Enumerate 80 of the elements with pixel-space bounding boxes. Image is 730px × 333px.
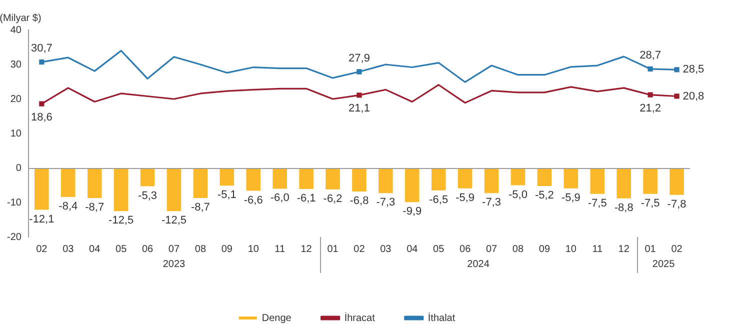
point bbox=[674, 67, 680, 72]
x-tick-label: 02 bbox=[671, 244, 683, 255]
data-label: 21,2 bbox=[640, 102, 662, 114]
data-label: -6,0 bbox=[270, 192, 290, 204]
x-tick-label: 08 bbox=[512, 244, 524, 255]
data-label: 28,7 bbox=[640, 50, 662, 62]
data-label: -12,5 bbox=[161, 214, 187, 227]
x-tick-label: 05 bbox=[116, 244, 128, 255]
data-label: -12,5 bbox=[108, 214, 134, 227]
x-tick-label: 06 bbox=[142, 244, 154, 255]
data-label: -7,5 bbox=[640, 197, 660, 210]
data-label: -12,1 bbox=[29, 213, 54, 226]
y-tick-label: 0 bbox=[16, 162, 22, 174]
data-label: -6,2 bbox=[323, 192, 342, 205]
data-label: 27,9 bbox=[348, 52, 370, 64]
data-label: -5,1 bbox=[217, 189, 236, 202]
point bbox=[674, 94, 680, 99]
x-tick-label: 10 bbox=[248, 244, 260, 255]
data-label: 21,1 bbox=[348, 102, 370, 115]
text: 2025 bbox=[652, 258, 676, 270]
x-tick-label: 04 bbox=[406, 244, 418, 255]
x-tick-label: 12 bbox=[618, 244, 630, 255]
data-label: -5,9 bbox=[456, 192, 475, 204]
data-label: -8,8 bbox=[614, 202, 634, 214]
data-label: 18,6 bbox=[30, 111, 52, 124]
y-tick-label: 10 bbox=[10, 128, 22, 140]
data-label: -8,4 bbox=[58, 200, 78, 213]
x-tick-label: 10 bbox=[565, 244, 577, 255]
data-label: 28,5 bbox=[682, 64, 704, 76]
x-tick-label: 12 bbox=[300, 244, 312, 255]
legend-label: Denge bbox=[262, 312, 292, 324]
data-label: -6,8 bbox=[350, 194, 369, 207]
data-label: -5,0 bbox=[508, 188, 528, 201]
data-label: -6,6 bbox=[244, 194, 263, 206]
x-tick-label: 09 bbox=[221, 244, 233, 255]
y-tick-label: -10 bbox=[7, 197, 22, 208]
data-label: -6,1 bbox=[296, 192, 316, 205]
y-axis-title: (Milyar $) bbox=[0, 12, 42, 24]
data-label: -7,3 bbox=[376, 196, 396, 209]
data-label: -7,8 bbox=[667, 198, 686, 210]
point bbox=[356, 69, 362, 74]
y-tick-label: 40 bbox=[10, 24, 22, 36]
point bbox=[648, 66, 653, 72]
y-tick-label: 30 bbox=[10, 59, 22, 70]
point bbox=[39, 60, 44, 65]
x-tick-label: 04 bbox=[89, 244, 101, 255]
data-label: 30,7 bbox=[30, 42, 52, 55]
data-label: -7,3 bbox=[482, 196, 502, 209]
x-tick-label: 07 bbox=[168, 244, 180, 255]
point bbox=[39, 101, 44, 106]
x-tick-label: 02 bbox=[354, 244, 366, 255]
data-label: -7,5 bbox=[588, 197, 607, 210]
x-tick-label: 06 bbox=[460, 244, 472, 255]
y-tick-label: 20 bbox=[10, 94, 22, 105]
data-label: -5,3 bbox=[138, 190, 158, 202]
text: 2023 bbox=[162, 258, 186, 270]
data-label: -8,7 bbox=[190, 202, 210, 214]
legend-label: İhracat bbox=[344, 312, 376, 324]
x-tick-label: 03 bbox=[62, 244, 74, 255]
data-label: -5,2 bbox=[534, 189, 554, 202]
data-label: -6,5 bbox=[429, 194, 448, 206]
data-label: 20,8 bbox=[682, 90, 704, 102]
x-tick-label: 11 bbox=[592, 244, 604, 255]
x-tick-label: 11 bbox=[274, 244, 286, 255]
x-tick-label: 08 bbox=[194, 244, 206, 255]
x-tick-label: 03 bbox=[380, 244, 392, 255]
x-tick-label: 01 bbox=[327, 244, 339, 255]
x-tick-label: 01 bbox=[644, 244, 656, 255]
y-tick-label: -20 bbox=[7, 232, 22, 243]
x-tick-label: 07 bbox=[486, 244, 498, 255]
x-tick-label: 05 bbox=[433, 244, 445, 255]
text: 2024 bbox=[467, 258, 490, 270]
legend-label: İthalat bbox=[428, 312, 456, 324]
x-tick-label: 02 bbox=[36, 244, 48, 255]
point bbox=[356, 92, 362, 98]
data-label: -5,9 bbox=[561, 192, 580, 204]
x-tick-label: 09 bbox=[538, 244, 550, 255]
data-label: -9,9 bbox=[402, 206, 422, 218]
data-label: -8,7 bbox=[85, 202, 104, 214]
point bbox=[648, 92, 653, 98]
